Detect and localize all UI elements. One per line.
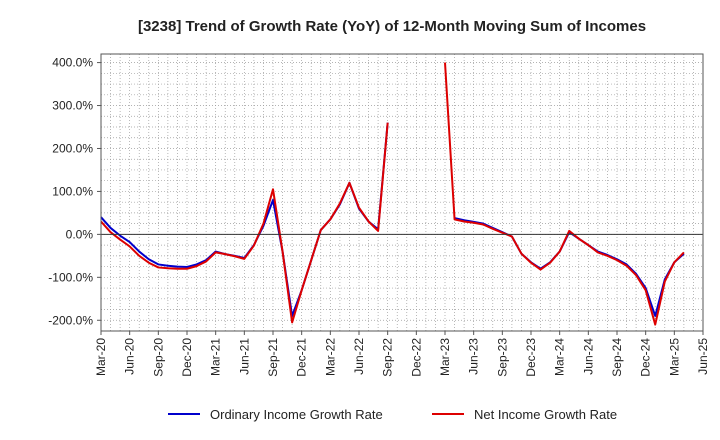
grid <box>100 54 704 331</box>
y-tick-label: 100.0% <box>52 184 93 198</box>
legend-item-2: Net Income Growth Rate <box>432 407 617 422</box>
x-tick-label: Sep-21 <box>266 338 280 377</box>
legend-label: Net Income Growth Rate <box>474 407 617 422</box>
series-1 <box>100 122 685 317</box>
series-lines <box>100 62 685 326</box>
x-tick-label: Mar-21 <box>209 338 223 376</box>
x-tick-label: Dec-21 <box>295 338 309 377</box>
x-tick-label: Mar-22 <box>323 338 337 376</box>
x-tick-label: Mar-24 <box>553 338 567 376</box>
x-tick-label: Dec-24 <box>639 338 653 377</box>
chart-title: [3238] Trend of Growth Rate (YoY) of 12-… <box>138 18 646 35</box>
x-tick-label: Sep-23 <box>495 338 509 377</box>
legend-item-1: Ordinary Income Growth Rate <box>168 407 383 422</box>
x-tick-label: Jun-25 <box>696 338 710 375</box>
x-tick-label: Jun-23 <box>467 338 481 375</box>
x-tick-label: Dec-20 <box>180 338 194 377</box>
series-line <box>100 62 685 326</box>
x-tick-label: Dec-23 <box>524 338 538 377</box>
x-tick-label: Jun-24 <box>581 338 595 375</box>
axes: 400.0% 300.0% 200.0% 100.0% 0.0% -100.0% -200.… <box>48 53 710 377</box>
x-tick-label: Jun-22 <box>352 338 366 375</box>
y-tick-label: -200.0% <box>48 313 93 327</box>
x-tick-label: Mar-25 <box>667 338 681 376</box>
legend: Ordinary Income Growth Rate Net Income Gr… <box>168 407 617 422</box>
series-2 <box>100 62 685 326</box>
plot-frame <box>100 53 704 332</box>
x-tick-label: Sep-20 <box>151 338 165 377</box>
x-tick-label: Mar-20 <box>94 338 108 376</box>
x-tick-label: Mar-23 <box>438 338 452 376</box>
x-tick-label: Jun-21 <box>237 338 251 375</box>
series-line <box>100 122 685 317</box>
y-tick-label: 400.0% <box>52 56 93 70</box>
y-tick-label: 200.0% <box>52 141 93 155</box>
legend-label: Ordinary Income Growth Rate <box>210 407 383 422</box>
y-tick-label: -100.0% <box>48 270 93 284</box>
x-tick-label: Jun-20 <box>123 338 137 375</box>
x-tick-label: Sep-24 <box>610 338 624 377</box>
x-tick-label: Sep-22 <box>381 338 395 377</box>
y-tick-label: 0.0% <box>66 227 94 241</box>
y-tick-label: 300.0% <box>52 99 93 113</box>
x-tick-label: Dec-22 <box>409 338 423 377</box>
